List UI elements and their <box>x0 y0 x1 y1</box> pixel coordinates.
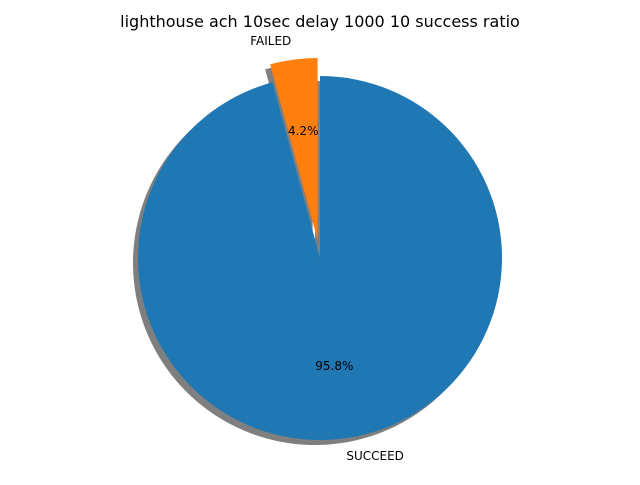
slice-label-succeed: SUCCEED <box>346 449 404 463</box>
pie-slice-succeed <box>138 76 503 440</box>
slice-percent-succeed: 95.8% <box>315 359 353 373</box>
slice-percent-failed: 4.2% <box>288 124 319 138</box>
chart-title: lighthouse ach 10sec delay 1000 10 succe… <box>120 12 520 31</box>
label-layer: FAILED 4.2% SUCCEED 95.8% <box>250 34 404 463</box>
slice-label-failed: FAILED <box>250 34 291 48</box>
slice-layer <box>138 57 503 440</box>
pie-slice-failed <box>270 57 318 240</box>
